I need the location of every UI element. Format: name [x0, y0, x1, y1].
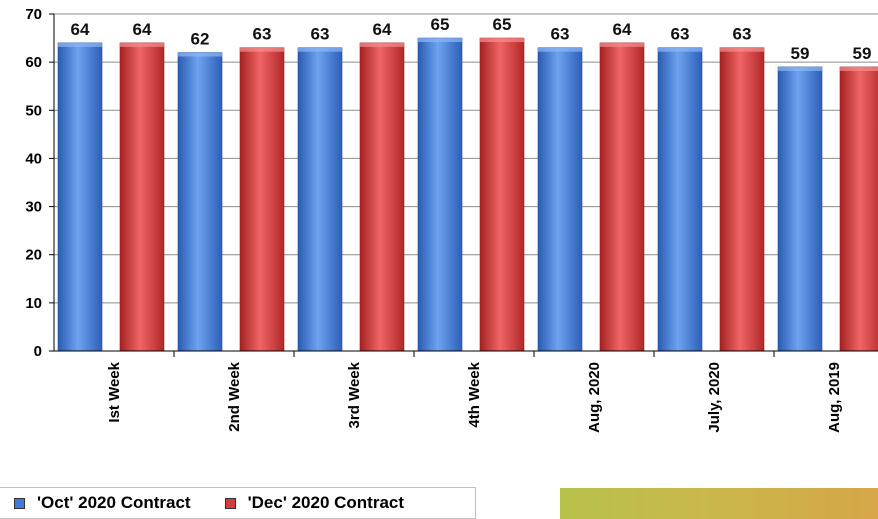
bar-chart: 0 10 20 30 40 50 60 70 64 64 62 63 63 64 65 65 63 64 63 63… [25, 6, 878, 433]
bar-top-highlight [240, 47, 284, 52]
bar-top-highlight [298, 47, 342, 52]
legend-swatch-dec [224, 497, 236, 509]
data-label: 63 [733, 25, 752, 44]
data-label: 65 [493, 15, 512, 34]
bar-oct [417, 37, 463, 352]
bar-top-highlight [360, 42, 404, 47]
y-tick-label: 50 [25, 102, 42, 119]
bar-top-highlight [658, 47, 702, 52]
legend-item-dec: 'Dec' 2020 Contract [224, 493, 405, 513]
data-label: 63 [253, 25, 272, 44]
y-axis: 0 10 20 30 40 50 60 70 [25, 6, 55, 360]
data-labels: 64 64 62 63 63 64 65 65 63 64 63 63 59 59 [71, 15, 872, 63]
bar-oct [177, 52, 223, 352]
bar-top-highlight [840, 66, 878, 71]
x-axis: Ist Week 2nd Week 3rd Week 4th Week Aug, 202… [54, 350, 878, 433]
bar-top-highlight [120, 42, 164, 47]
bar-oct [297, 47, 343, 352]
decorative-band [560, 488, 878, 519]
data-label: 63 [671, 25, 690, 44]
y-tick-label: 40 [25, 150, 42, 167]
data-label: 63 [311, 25, 330, 44]
x-category-label: 4th Week [466, 361, 483, 427]
y-tick-label: 60 [25, 54, 42, 71]
x-category-label: 3rd Week [346, 361, 363, 428]
bars [57, 37, 878, 352]
bar-top-highlight [418, 38, 462, 43]
bar-top-highlight [178, 52, 222, 57]
bar-dec [839, 66, 878, 352]
data-label: 65 [431, 15, 450, 34]
bar-oct [777, 66, 823, 352]
bar-top-highlight [480, 38, 524, 43]
data-label: 64 [613, 20, 632, 39]
bar-dec [119, 42, 165, 352]
x-category-label: Aug, 2019 [826, 362, 843, 433]
bar-dec [479, 37, 525, 352]
bar-top-highlight [538, 47, 582, 52]
bar-top-highlight [778, 66, 822, 71]
bar-oct [657, 47, 703, 352]
bar-top-highlight [58, 42, 102, 47]
data-label: 59 [853, 44, 872, 63]
bar-dec [359, 42, 405, 352]
data-label: 64 [133, 20, 152, 39]
legend-item-oct: 'Oct' 2020 Contract [14, 493, 191, 513]
legend-swatch-oct [14, 497, 25, 509]
bar-dec [239, 47, 285, 352]
data-label: 62 [191, 30, 210, 49]
x-category-label: Ist Week [106, 361, 123, 422]
x-category-label: 2nd Week [226, 361, 243, 431]
legend: 'Oct' 2020 Contract 'Dec' 2020 Contract [0, 487, 476, 519]
y-tick-label: 30 [25, 199, 42, 216]
bar-dec [599, 42, 645, 352]
legend-label-dec: 'Dec' 2020 Contract [247, 493, 405, 512]
bar-top-highlight [600, 42, 644, 47]
y-tick-label: 20 [25, 247, 42, 264]
data-label: 64 [71, 20, 90, 39]
data-label: 59 [791, 44, 810, 63]
y-tick-label: 70 [25, 6, 42, 23]
y-tick-label: 10 [25, 295, 42, 312]
bar-oct [57, 42, 103, 352]
data-label: 64 [373, 20, 392, 39]
bar-top-highlight [720, 47, 764, 52]
legend-label-oct: 'Oct' 2020 Contract [37, 493, 191, 512]
x-category-label: July, 2020 [706, 362, 723, 433]
y-tick-label: 0 [34, 343, 42, 360]
data-label: 63 [551, 25, 570, 44]
bar-dec [719, 47, 765, 352]
bar-oct [537, 47, 583, 352]
x-category-label: Aug, 2020 [586, 362, 603, 433]
